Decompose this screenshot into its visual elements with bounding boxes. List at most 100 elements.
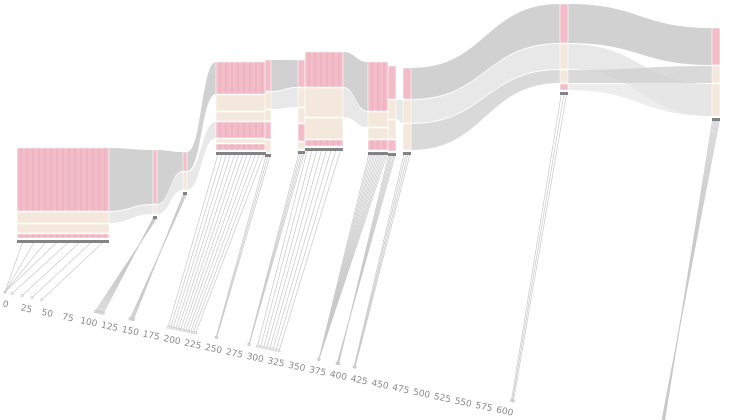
node-marker <box>153 216 157 219</box>
leader-end-dot <box>20 294 24 298</box>
node-segment <box>304 87 344 118</box>
x-tick-label: 300 <box>246 352 265 365</box>
leader-end-dot <box>194 331 198 335</box>
x-tick-label: 475 <box>391 383 410 396</box>
node-segment <box>215 94 267 112</box>
node-segment <box>402 99 412 124</box>
leader-end-dot <box>247 342 251 346</box>
node-segment <box>402 123 412 151</box>
leader-line <box>318 153 388 360</box>
leader-line <box>182 153 244 331</box>
leader-line <box>172 153 227 329</box>
leader-end-dot <box>3 290 7 294</box>
leader-line <box>248 152 300 345</box>
leader-line <box>353 153 405 367</box>
leader-end-dot <box>30 296 34 300</box>
leader-line <box>354 153 411 368</box>
leader-line <box>195 153 265 334</box>
leader-end-dot <box>40 298 44 302</box>
x-tick-label: 75 <box>61 312 74 324</box>
flow-band <box>568 84 712 116</box>
node-segment <box>264 139 272 153</box>
node-segment <box>264 91 272 110</box>
node-segment <box>182 171 188 191</box>
leader-line <box>664 119 713 420</box>
flow-band <box>343 52 368 111</box>
leader-line <box>170 153 223 328</box>
leader-end-dot <box>271 347 275 351</box>
x-tick-label: 425 <box>350 374 369 387</box>
leader-end-dot <box>277 349 281 353</box>
leader-line <box>663 119 715 420</box>
leader-end-dot <box>274 348 278 352</box>
x-tick-label: 350 <box>287 361 306 374</box>
leader-line <box>266 149 322 349</box>
x-tick-label: 50 <box>40 308 54 320</box>
node-marker <box>368 152 388 155</box>
leader-line <box>180 153 240 330</box>
leader-line <box>192 153 261 333</box>
x-tick-label: 325 <box>266 356 285 369</box>
leader-line <box>167 153 219 328</box>
leader-end-dot <box>10 292 14 296</box>
flow-band <box>187 122 216 190</box>
leader-line <box>94 217 158 312</box>
flow-band <box>109 205 153 223</box>
node-segment <box>367 111 389 128</box>
node-marker <box>298 151 305 154</box>
leader-line <box>4 241 47 293</box>
leader-line <box>661 119 720 420</box>
leader-line <box>663 119 716 420</box>
node-segment <box>297 87 306 108</box>
node-segment <box>215 138 267 144</box>
node-segment <box>559 69 569 84</box>
leader-line <box>272 149 332 350</box>
leader-end-dot <box>128 317 132 321</box>
flow-band <box>187 62 216 171</box>
node-segment <box>559 43 569 70</box>
leader-line <box>512 93 565 401</box>
leader-line <box>177 153 236 330</box>
leader-line <box>4 241 58 293</box>
node-segment <box>711 27 721 66</box>
flow-band <box>411 4 560 99</box>
leader-lines-layer <box>3 93 720 420</box>
node-marker <box>403 152 411 155</box>
blocks-layer <box>16 3 721 239</box>
leader-line <box>275 149 337 351</box>
leader-line <box>129 193 187 319</box>
leader-line <box>11 241 69 294</box>
x-tick-label: 550 <box>454 396 473 409</box>
node-marker <box>712 118 720 121</box>
node-markers-layer <box>17 92 720 243</box>
node-segment <box>367 127 389 140</box>
leader-line <box>31 241 92 299</box>
flows-layer <box>109 4 712 223</box>
node-marker <box>305 148 343 151</box>
x-tick-label: 150 <box>121 325 140 338</box>
leader-end-dot <box>215 335 219 339</box>
x-tick-label: 100 <box>79 316 98 329</box>
leader-line <box>260 149 313 347</box>
x-tick-label: 575 <box>474 401 493 414</box>
leader-end-dot <box>268 347 272 351</box>
node-segment <box>711 83 721 117</box>
node-segment <box>402 67 412 100</box>
node-segment <box>559 83 569 91</box>
x-tick-label: 225 <box>183 339 202 352</box>
leader-line <box>269 149 327 349</box>
flow-band <box>343 88 368 127</box>
leader-line <box>216 155 271 338</box>
node-segment <box>16 223 110 234</box>
leader-line <box>216 155 269 338</box>
node-segment <box>264 121 272 140</box>
flow-band <box>568 4 712 65</box>
x-tick-label: 250 <box>204 343 223 356</box>
node-segment <box>264 59 272 92</box>
leader-line <box>511 93 562 401</box>
leader-line <box>248 152 303 345</box>
leader-end-dot <box>93 309 97 313</box>
x-tick-label: 0 <box>2 300 10 311</box>
flow-band <box>109 148 153 211</box>
leader-line <box>175 153 231 329</box>
